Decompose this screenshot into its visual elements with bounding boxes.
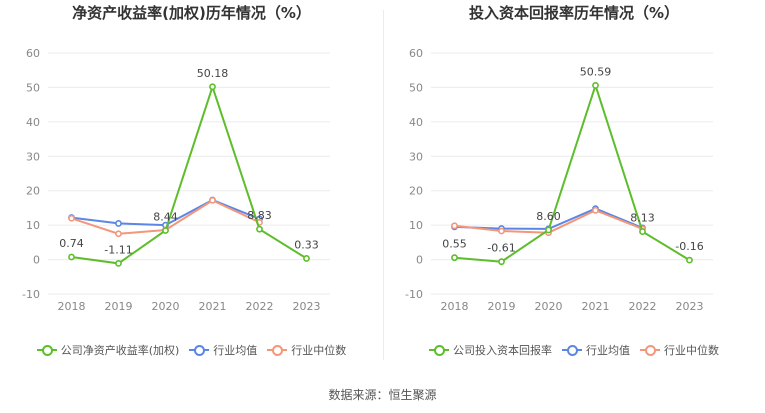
data-point-company: [686, 256, 693, 264]
y-tick-label: -10: [22, 288, 40, 301]
legend-label: 行业均值: [586, 344, 630, 357]
y-tick-label: 10: [409, 219, 423, 232]
data-point-company: [303, 255, 310, 262]
chart-title: 投入资本回报率历年情况（%）: [468, 4, 680, 22]
data-label: 0.55: [442, 238, 467, 251]
x-tick-label: 2019: [488, 300, 516, 313]
legend-swatch-icon: [429, 345, 449, 356]
y-tick-label: 30: [26, 150, 40, 163]
data-point-company: [451, 254, 458, 262]
x-tick-label: 2021: [582, 300, 610, 313]
legend-item-company[interactable]: 公司投入资本回报率: [429, 342, 552, 358]
legend-swatch-icon: [640, 345, 660, 356]
legend-label: 行业均值: [213, 344, 258, 357]
data-point-company: [545, 226, 552, 234]
legend-label: 行业中位数: [664, 344, 719, 357]
legend-swatch-icon: [267, 345, 288, 356]
legend-item-company[interactable]: 公司净资产收益率(加权): [36, 342, 180, 358]
data-point-median: [209, 196, 216, 204]
legend-item-avg[interactable]: 行业均值: [562, 342, 630, 358]
data-point-company: [162, 227, 169, 234]
data-label: 8.60: [536, 210, 561, 223]
legend-swatch-icon: [562, 345, 582, 356]
chart-panel-roic: 投入资本回报率历年情况（%） -10 0 10 20 30 40 50 60 2018 2019 2…: [383, 0, 765, 370]
x-tick-label: 2022: [246, 300, 274, 313]
legend-swatch-icon: [189, 345, 210, 356]
x-tick-label: 2018: [58, 300, 86, 313]
legend-label: 公司净资产收益率(加权): [60, 344, 180, 357]
y-tick-label: 40: [409, 116, 423, 129]
data-label: -0.61: [487, 242, 515, 255]
data-point-median: [451, 222, 458, 230]
y-tick-label: 20: [409, 185, 423, 198]
y-tick-label: 60: [26, 47, 40, 60]
y-tick-label: 20: [26, 185, 40, 198]
data-point-median: [592, 206, 599, 214]
data-label: -0.16: [675, 240, 703, 253]
x-tick-label: 2023: [676, 300, 704, 313]
chart-legend: 公司净资产收益率(加权) 行业均值 行业中位数: [0, 342, 383, 358]
y-tick-label: 10: [26, 219, 40, 232]
data-point-company: [256, 225, 263, 233]
chart-plot-roe: -10 0 10 20 30 40 50 60 2018 2019 2020 2021 2022 2023…: [22, 47, 330, 313]
legend-item-median[interactable]: 行业中位数: [640, 342, 719, 358]
x-tick-label: 2019: [105, 300, 133, 313]
data-point-company: [68, 253, 75, 261]
chart-title: 净资产收益率(加权)历年情况（%）: [72, 4, 311, 22]
y-tick-label: 50: [409, 81, 423, 94]
panel-divider: [383, 10, 384, 360]
legend-item-median[interactable]: 行业中位数: [267, 342, 346, 358]
y-tick-label: 0: [416, 254, 423, 267]
data-point-company: [209, 83, 216, 91]
y-tick-label: 60: [409, 47, 423, 60]
x-tick-label: 2020: [152, 300, 180, 313]
y-tick-label: 0: [33, 254, 40, 267]
x-tick-label: 2021: [199, 300, 227, 313]
series-line-company: [71, 83, 308, 265]
x-tick-label: 2022: [629, 300, 657, 313]
data-point-median: [115, 230, 122, 238]
data-point-company: [498, 258, 505, 266]
legend-label: 公司投入资本回报率: [453, 344, 552, 357]
data-point-avg: [115, 220, 122, 227]
data-label: -1.11: [104, 243, 132, 256]
chart-legend: 公司投入资本回报率 行业均值 行业中位数: [383, 342, 765, 358]
legend-item-avg[interactable]: 行业均值: [189, 342, 257, 358]
y-tick-label: 50: [26, 81, 40, 94]
data-point-median: [498, 227, 505, 235]
data-point-median: [68, 214, 75, 222]
data-label: 8.83: [247, 209, 272, 222]
legend-swatch-icon: [36, 345, 57, 356]
data-label: 8.13: [630, 212, 655, 225]
data-label: 50.18: [197, 67, 229, 80]
data-source-note: 数据来源：恒生聚源: [328, 388, 437, 402]
chart-panel-roe: 净资产收益率(加权)历年情况（%） -10 0 10 20 30 40 50 60 2018 20…: [0, 0, 383, 370]
x-tick-label: 2023: [293, 300, 321, 313]
series-line-company: [454, 82, 691, 263]
data-point-company: [639, 228, 646, 235]
x-tick-label: 2018: [441, 300, 469, 313]
legend-label: 行业中位数: [291, 344, 347, 357]
data-label: 8.44: [153, 211, 178, 224]
y-tick-label: 40: [26, 116, 40, 129]
data-point-company: [115, 259, 122, 267]
x-tick-label: 2020: [535, 300, 563, 313]
data-label: 50.59: [580, 65, 612, 78]
y-tick-label: 30: [409, 150, 423, 163]
data-label: 0.33: [294, 238, 319, 251]
y-tick-label: -10: [405, 288, 423, 301]
chart-plot-roic: -10 0 10 20 30 40 50 60 2018 2019 2020 2021 2022 2023…: [405, 47, 713, 313]
data-point-company: [592, 81, 599, 89]
data-label: 0.74: [59, 237, 84, 250]
